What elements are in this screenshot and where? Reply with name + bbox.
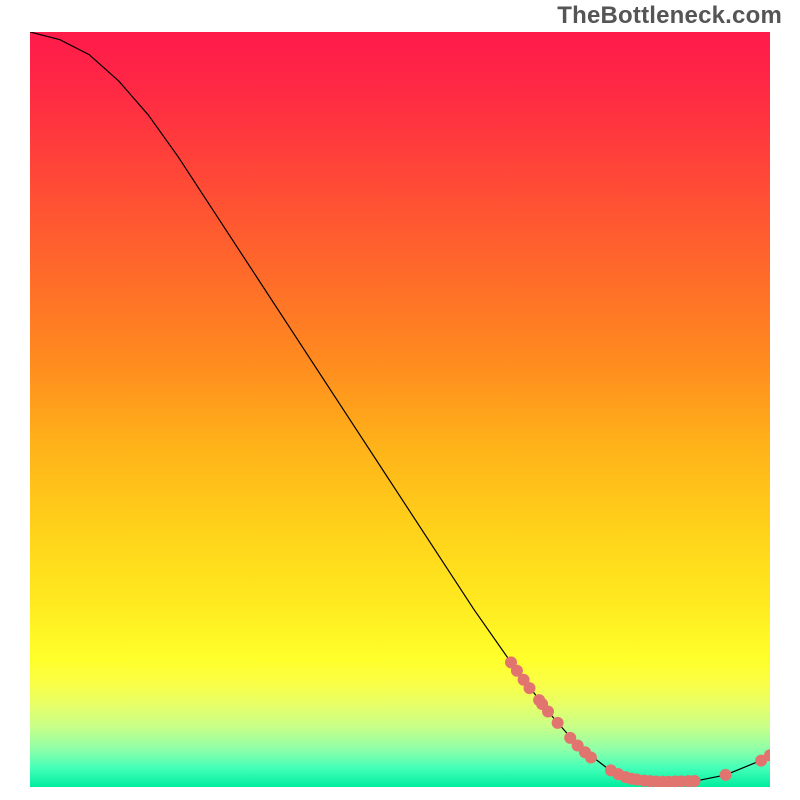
watermark-text: TheBottleneck.com — [557, 2, 782, 30]
data-marker — [689, 775, 701, 787]
data-marker — [524, 682, 536, 694]
data-marker — [552, 717, 564, 729]
plot-area — [30, 32, 770, 787]
bottleneck-chart: TheBottleneck.com — [0, 0, 800, 800]
gradient-background — [30, 32, 770, 787]
chart-svg — [30, 32, 770, 787]
data-marker — [585, 752, 597, 764]
data-marker — [542, 706, 554, 718]
data-marker — [720, 769, 732, 781]
